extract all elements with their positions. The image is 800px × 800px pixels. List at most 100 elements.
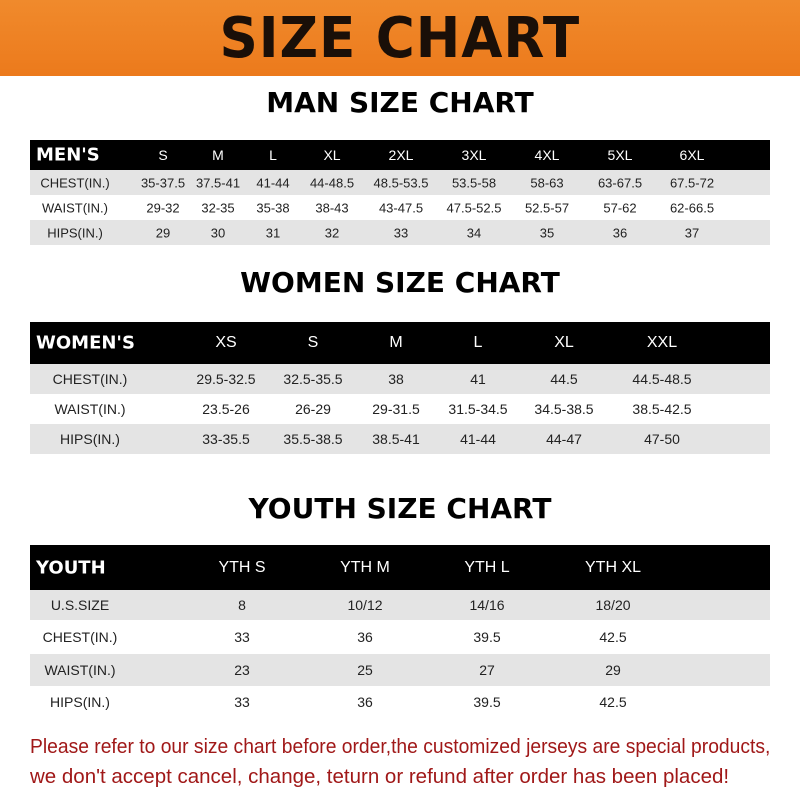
size-header: XL [554, 334, 574, 351]
measurement-cell: 48.5-53.5 [373, 175, 429, 190]
notice-line-1: Please refer to our size chart before or… [30, 735, 771, 758]
measurement-cell: 41-44 [256, 175, 290, 190]
measurement-cell: 39.5 [473, 629, 501, 645]
measurement-cell: 14/16 [469, 597, 505, 613]
size-header: L [473, 334, 483, 351]
table-header-row: MEN'S S M L XL 2XL 3XL 4XL 5XL 6XL [30, 140, 770, 170]
table-row: HIPS(IN.) 33-35.5 35.5-38.5 38.5-41 41-44 44-… [30, 424, 770, 454]
measurement-cell: 67.5-72 [669, 175, 715, 190]
table-header-row: YOUTH YTH S YTH M YTH L YTH XL [30, 545, 770, 590]
measurement-cell: 31 [265, 225, 281, 240]
measurement-cell: 52.5-57 [524, 200, 570, 215]
measurement-cell: 38.5-42.5 [632, 401, 692, 417]
measurement-cell: 35-37.5 [140, 175, 186, 190]
size-header: M [389, 334, 403, 351]
size-header: XXL [646, 334, 678, 351]
banner-title: SIZE CHART [219, 5, 581, 71]
table-row: CHEST(IN.) 33 36 39.5 42.5 [30, 620, 770, 654]
measurement-cell: 41 [470, 371, 486, 387]
size-chart-banner: SIZE CHART [0, 0, 800, 76]
measurement-cell: 39.5 [473, 694, 501, 710]
measurement-cell: 29 [155, 225, 171, 240]
measurement-cell: 36 [612, 225, 628, 240]
measurement-cell: 8 [238, 597, 246, 613]
measurement-cell: 58-63 [530, 175, 564, 190]
row-label: WAIST(IN.) [44, 662, 116, 678]
row-label: WAIST(IN.) [54, 401, 126, 417]
table-row: HIPS(IN.) 33 36 39.5 42.5 [30, 686, 770, 718]
measurement-cell: 35.5-38.5 [283, 431, 343, 447]
men-size-table: MEN'S S M L XL 2XL 3XL 4XL 5XL 6XL CHEST(IN.) 35-37… [30, 140, 770, 245]
table-title-cell: YOUTH [36, 557, 106, 578]
youth-section-title: YOUTH SIZE CHART [248, 492, 552, 525]
size-header: S [158, 147, 168, 163]
measurement-cell: 42.5 [599, 694, 627, 710]
measurement-cell: 32.5-35.5 [283, 371, 343, 387]
measurement-cell: 33-35.5 [202, 431, 250, 447]
measurement-cell: 36 [357, 629, 373, 645]
row-label: CHEST(IN.) [52, 371, 128, 387]
measurement-cell: 44-48.5 [309, 175, 355, 190]
row-label: CHEST(IN.) [40, 175, 110, 190]
table-row: HIPS(IN.) 29 30 31 32 33 34 35 36 37 [30, 220, 770, 245]
size-header: 2XL [388, 147, 414, 163]
measurement-cell: 31.5-34.5 [448, 401, 508, 417]
measurement-cell: 36 [357, 694, 373, 710]
measurement-cell: 26-29 [295, 401, 331, 417]
row-label: HIPS(IN.) [47, 225, 103, 240]
measurement-cell: 44.5 [550, 371, 578, 387]
measurement-cell: 33 [393, 225, 409, 240]
measurement-cell: 38-43 [315, 200, 349, 215]
men-section-title: MAN SIZE CHART [266, 86, 534, 119]
measurement-cell: 53.5-58 [451, 175, 497, 190]
measurement-cell: 29-31.5 [372, 401, 420, 417]
measurement-cell: 43-47.5 [378, 200, 424, 215]
row-label: HIPS(IN.) [60, 431, 120, 447]
table-row: CHEST(IN.) 35-37.5 37.5-41 41-44 44-48.5 48.5… [30, 170, 770, 195]
size-header: 5XL [607, 147, 633, 163]
measurement-cell: 29-32 [146, 200, 180, 215]
table-header-row: WOMEN'S XS S M L XL XXL [30, 322, 770, 364]
size-header: XS [215, 334, 237, 351]
row-label: U.S.SIZE [50, 597, 110, 613]
table-row: WAIST(IN.) 29-32 32-35 35-38 38-43 43-47.5 47.… [30, 195, 770, 220]
measurement-cell: 57-62 [603, 200, 637, 215]
measurement-cell: 35-38 [256, 200, 290, 215]
size-header: 3XL [461, 147, 487, 163]
size-header: M [212, 147, 224, 163]
measurement-cell: 37.5-41 [195, 175, 241, 190]
measurement-cell: 23 [234, 662, 250, 678]
measurement-cell: 33 [234, 694, 250, 710]
measurement-cell: 18/20 [595, 597, 631, 613]
size-header: S [307, 334, 319, 351]
measurement-cell: 29 [605, 662, 621, 678]
size-header: L [269, 147, 277, 163]
youth-size-table: YOUTH YTH S YTH M YTH L YTH XL U.S.SIZE 8 10/12… [30, 545, 770, 718]
row-label: CHEST(IN.) [42, 629, 118, 645]
size-header: 6XL [679, 147, 705, 163]
table-row: WAIST(IN.) 23.5-26 26-29 29-31.5 31.5-34.5 34… [30, 394, 770, 424]
measurement-cell: 44.5-48.5 [632, 371, 692, 387]
measurement-cell: 37 [684, 225, 700, 240]
row-label: WAIST(IN.) [42, 200, 108, 215]
row-label: HIPS(IN.) [50, 694, 110, 710]
measurement-cell: 41-44 [460, 431, 496, 447]
women-size-table: WOMEN'S XS S M L XL XXL CHEST(IN.) 29.5-32.5 32.5… [30, 322, 770, 454]
notice-line-2: we don't accept cancel, change, teturn o… [30, 765, 730, 788]
size-header: YTH M [340, 558, 390, 576]
measurement-cell: 27 [479, 662, 495, 678]
size-header: YTH XL [584, 558, 642, 576]
measurement-cell: 34 [466, 225, 482, 240]
measurement-cell: 47-50 [644, 431, 680, 447]
size-header: XL [323, 147, 341, 163]
measurement-cell: 35 [539, 225, 555, 240]
measurement-cell: 30 [210, 225, 226, 240]
table-row: U.S.SIZE 8 10/12 14/16 18/20 [30, 590, 770, 620]
measurement-cell: 32-35 [201, 200, 235, 215]
table-row: WAIST(IN.) 23 25 27 29 [30, 654, 770, 686]
table-title-cell: WOMEN'S [36, 332, 135, 354]
size-header: YTH L [464, 558, 510, 576]
table-row: CHEST(IN.) 29.5-32.5 32.5-35.5 38 41 44.5 44.5… [30, 364, 770, 394]
measurement-cell: 44-47 [546, 431, 582, 447]
measurement-cell: 62-66.5 [669, 200, 715, 215]
